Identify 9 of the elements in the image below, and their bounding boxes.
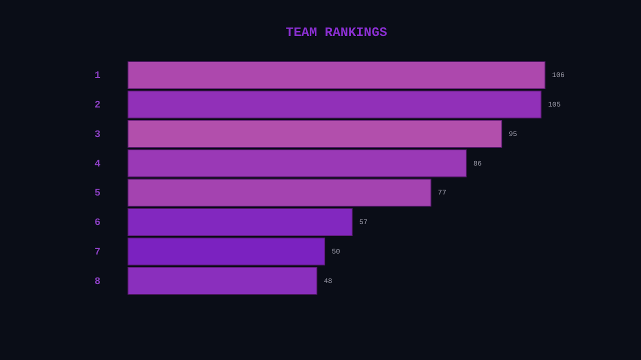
y-tick-label: 8: [94, 276, 100, 288]
y-tick-label: 6: [94, 218, 100, 230]
y-tick-label: 1: [94, 71, 100, 82]
y-tick-label: 4: [94, 159, 100, 170]
y-tick-label: 7: [94, 247, 100, 258]
y-tick-label: 5: [94, 188, 100, 200]
chart-title: TEAM RANKINGS: [286, 25, 388, 40]
y-tick-label: 2: [94, 100, 100, 112]
y-tick-label: 3: [94, 130, 100, 141]
